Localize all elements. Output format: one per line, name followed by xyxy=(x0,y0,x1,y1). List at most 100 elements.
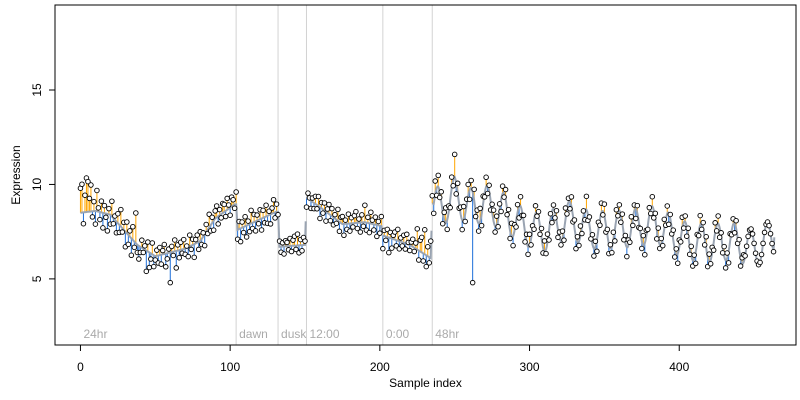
data-point xyxy=(537,231,543,238)
data-point xyxy=(95,205,102,211)
data-point xyxy=(498,208,504,215)
data-point xyxy=(769,240,775,247)
data-point xyxy=(698,226,705,233)
x-axis: 0 100 200 300 400 xyxy=(77,344,690,374)
data-point xyxy=(589,231,596,238)
data-point xyxy=(607,241,614,248)
data-point xyxy=(404,231,410,238)
x-tick-label: 300 xyxy=(520,360,540,374)
data-point xyxy=(342,217,349,223)
data-point xyxy=(294,231,301,237)
data-point xyxy=(100,225,106,231)
data-point xyxy=(246,228,253,235)
data-point xyxy=(465,181,471,188)
data-point xyxy=(743,243,750,249)
plot-frame xyxy=(54,4,797,346)
data-point xyxy=(710,247,717,253)
data-point xyxy=(353,208,359,215)
data-point xyxy=(383,237,389,244)
data-point xyxy=(496,201,503,207)
data-point xyxy=(558,242,564,248)
data-point xyxy=(305,190,311,196)
data-point xyxy=(618,219,624,225)
data-point xyxy=(222,213,229,220)
data-point xyxy=(637,225,644,232)
data-point xyxy=(201,242,208,249)
data-point xyxy=(459,226,465,233)
data-point xyxy=(466,196,473,203)
data-point xyxy=(258,227,265,233)
data-point xyxy=(736,236,742,243)
data-point xyxy=(766,222,772,229)
data-point xyxy=(80,220,87,227)
data-point xyxy=(591,253,597,259)
data-point xyxy=(86,195,93,202)
data-point xyxy=(468,177,474,184)
data-point xyxy=(604,226,611,233)
data-point xyxy=(85,178,91,185)
data-point xyxy=(402,246,409,252)
data-point xyxy=(535,208,542,215)
data-point xyxy=(321,200,328,206)
data-point xyxy=(673,246,679,252)
data-point xyxy=(758,251,765,258)
data-point xyxy=(341,232,347,239)
data-point xyxy=(188,246,194,253)
x-axis-label: Sample index xyxy=(389,376,462,390)
data-point xyxy=(514,201,521,208)
data-point xyxy=(748,226,754,232)
data-point xyxy=(573,245,579,252)
data-point xyxy=(612,238,618,244)
y-axis: 5 10 15 xyxy=(30,83,56,282)
data-point xyxy=(333,220,340,227)
data-point xyxy=(600,212,606,218)
data-point xyxy=(495,224,501,230)
data-point xyxy=(185,253,191,260)
data-point xyxy=(742,253,748,259)
data-point xyxy=(97,216,103,223)
data-point xyxy=(151,263,157,270)
data-point xyxy=(658,235,665,242)
data-point xyxy=(562,205,569,211)
data-point xyxy=(722,265,729,271)
data-point xyxy=(499,183,506,189)
data-point xyxy=(561,237,567,243)
data-point xyxy=(645,226,651,233)
data-point xyxy=(544,231,551,237)
data-point xyxy=(655,225,662,231)
data-point xyxy=(586,214,593,220)
data-point xyxy=(227,212,233,218)
data-point xyxy=(356,216,362,222)
data-point xyxy=(169,243,175,250)
data-point xyxy=(715,213,721,219)
data-point xyxy=(520,212,527,219)
data-point xyxy=(260,207,266,214)
data-point xyxy=(749,231,756,237)
data-point xyxy=(345,211,352,217)
data-point xyxy=(98,198,105,204)
data-point xyxy=(360,223,367,229)
data-point xyxy=(281,251,287,257)
data-point xyxy=(652,210,659,217)
data-point xyxy=(615,213,621,219)
data-point xyxy=(424,244,431,250)
data-point xyxy=(430,210,437,217)
data-point xyxy=(233,189,239,195)
data-point xyxy=(432,178,438,184)
data-point xyxy=(139,237,145,243)
data-point xyxy=(133,210,139,216)
data-point xyxy=(619,211,626,217)
data-point xyxy=(531,226,537,232)
data-point xyxy=(273,201,280,207)
x-tick-label: 200 xyxy=(370,360,390,374)
data-point xyxy=(172,237,178,243)
data-point xyxy=(550,202,557,208)
data-point xyxy=(712,220,718,226)
data-point xyxy=(601,201,608,207)
data-point xyxy=(327,217,334,224)
data-point xyxy=(441,209,447,216)
data-point xyxy=(682,213,688,219)
data-point xyxy=(143,268,150,275)
y-tick-label: 15 xyxy=(30,83,44,97)
